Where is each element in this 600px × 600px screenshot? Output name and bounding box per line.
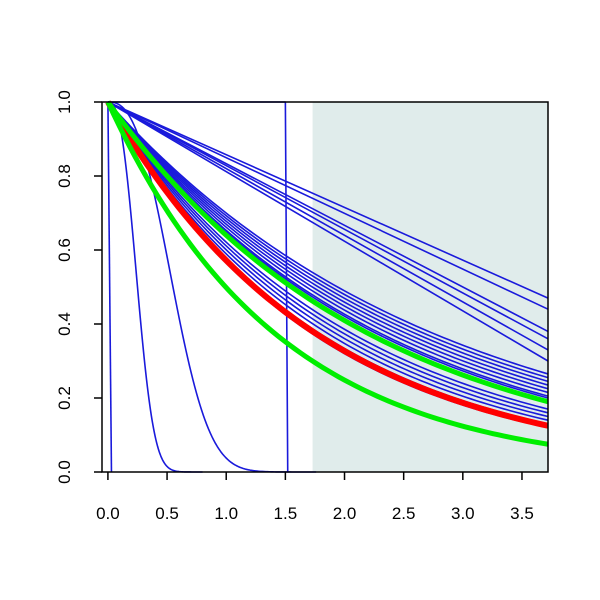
series-line-blue-8 xyxy=(107,101,549,383)
y-tick-label: 0.2 xyxy=(55,386,74,410)
series-line-blue-14 xyxy=(107,101,549,410)
series-line-blue-7 xyxy=(107,101,549,379)
x-tick-label: 1.0 xyxy=(214,504,238,523)
series-line-blue-23 xyxy=(107,101,113,473)
x-tick-label: 0.0 xyxy=(96,504,120,523)
y-tick-label: 0.8 xyxy=(55,164,74,188)
series-line-blue-3 xyxy=(107,101,549,340)
y-tick-label: 0.6 xyxy=(55,238,74,262)
series-line-blue-6 xyxy=(107,101,549,375)
y-tick-label: 0.0 xyxy=(55,460,74,484)
x-tick-label: 2.5 xyxy=(392,504,416,523)
series-line-green-26 xyxy=(105,100,549,447)
x-tick-label: 0.5 xyxy=(155,504,179,523)
series-line-blue-11 xyxy=(107,101,549,394)
x-tick-label: 1.5 xyxy=(274,504,298,523)
series-line-red-24 xyxy=(105,100,549,429)
series-line-blue-2 xyxy=(107,101,549,333)
series-line-blue-4 xyxy=(107,101,549,351)
y-axis: 0.0 0.2 0.4 0.6 0.8 1.0 xyxy=(55,90,102,484)
series-line-blue-17 xyxy=(107,101,549,421)
series-layer xyxy=(105,100,549,473)
x-axis: 0.0 0.5 1.0 1.5 2.0 2.5 3.0 3.5 xyxy=(96,472,534,523)
y-tick-label: 0.4 xyxy=(55,312,74,336)
x-tick-label: 2.0 xyxy=(333,504,357,523)
plot-frame xyxy=(101,101,549,473)
series-line-blue-1 xyxy=(107,101,549,310)
x-tick-label: 3.0 xyxy=(451,504,475,523)
series-line-blue-5 xyxy=(107,101,549,362)
series-line-blue-15 xyxy=(107,101,549,414)
y-tick-label: 1.0 xyxy=(55,90,74,114)
series-line-blue-10 xyxy=(107,101,549,390)
series-line-blue-0 xyxy=(107,101,549,299)
series-line-blue-9 xyxy=(107,101,549,386)
series-line-blue-16 xyxy=(107,101,549,418)
series-line-green-25 xyxy=(105,100,549,405)
x-tick-label: 3.5 xyxy=(510,504,534,523)
